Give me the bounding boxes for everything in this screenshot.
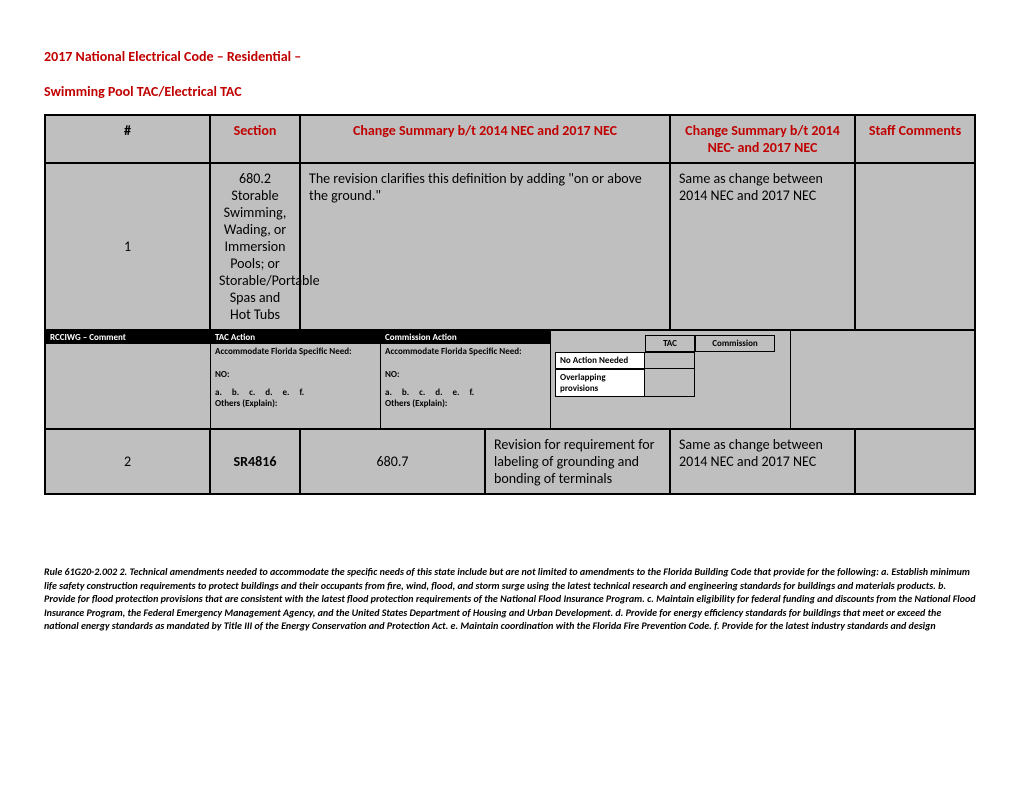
row1-staff (855, 163, 975, 330)
mini-tac-header: TAC (645, 335, 695, 352)
footer-text: Rule 61G20-2.002 2. Technical amendments… (44, 565, 976, 633)
document-subtitle: Swimming Pool TAC/Electrical TAC (44, 83, 976, 100)
commission-accommodate: Accommodate Florida Specific Need: (385, 346, 546, 359)
tac-others: Others (Explain): (215, 398, 376, 411)
row2-change1: Revision for requirement for labeling of… (485, 429, 670, 494)
commission-options: a.b.c.d.e.f. (385, 387, 546, 398)
commission-others: Others (Explain): (385, 398, 546, 411)
row2-section: SR4816 (210, 429, 300, 494)
table-row: 2 SR4816 680.7 Revision for requirement … (45, 429, 975, 494)
row1-change2: Same as change between 2014 NEC and 2017… (670, 163, 855, 330)
action-row: RCCIWG – Comment TAC Action Accommodate … (45, 330, 975, 429)
tac-accommodate: Accommodate Florida Specific Need: (215, 346, 376, 359)
header-num: # (45, 115, 210, 163)
commission-action-header: Commission Action (381, 331, 550, 344)
row1-change1: The revision clarifies this definition b… (300, 163, 670, 330)
main-table: # Section Change Summary b/t 2014 NEC an… (44, 114, 976, 495)
table-row: 1 680.2 Storable Swimming, Wading, or Im… (45, 163, 975, 330)
header-section: Section (210, 115, 300, 163)
tac-no: NO: (215, 369, 376, 382)
mini-table: TAC Commission No Action Needed Overlapp… (555, 335, 786, 397)
mini-commission-header: Commission (695, 335, 775, 352)
document-title: 2017 National Electrical Code – Resident… (44, 48, 976, 65)
mini-overlap: Overlapping provisions (555, 369, 645, 397)
row2-staff (855, 429, 975, 494)
rcciwg-header: RCCIWG – Comment (46, 331, 210, 344)
row2-col3: 680.7 (300, 429, 485, 494)
header-change2: Change Summary b/t 2014 NEC- and 2017 NE… (670, 115, 855, 163)
row2-change2: Same as change between 2014 NEC and 2017… (670, 429, 855, 494)
header-change1: Change Summary b/t 2014 NEC and 2017 NEC (300, 115, 670, 163)
row1-section: 680.2 Storable Swimming, Wading, or Imme… (210, 163, 300, 330)
commission-no: NO: (385, 369, 546, 382)
tac-options: a.b.c.d.e.f. (215, 387, 376, 398)
table-header-row: # Section Change Summary b/t 2014 NEC an… (45, 115, 975, 163)
row1-num: 1 (45, 163, 210, 330)
mini-noaction: No Action Needed (555, 352, 645, 369)
row2-num: 2 (45, 429, 210, 494)
tac-action-header: TAC Action (211, 331, 380, 344)
header-staff: Staff Comments (855, 115, 975, 163)
